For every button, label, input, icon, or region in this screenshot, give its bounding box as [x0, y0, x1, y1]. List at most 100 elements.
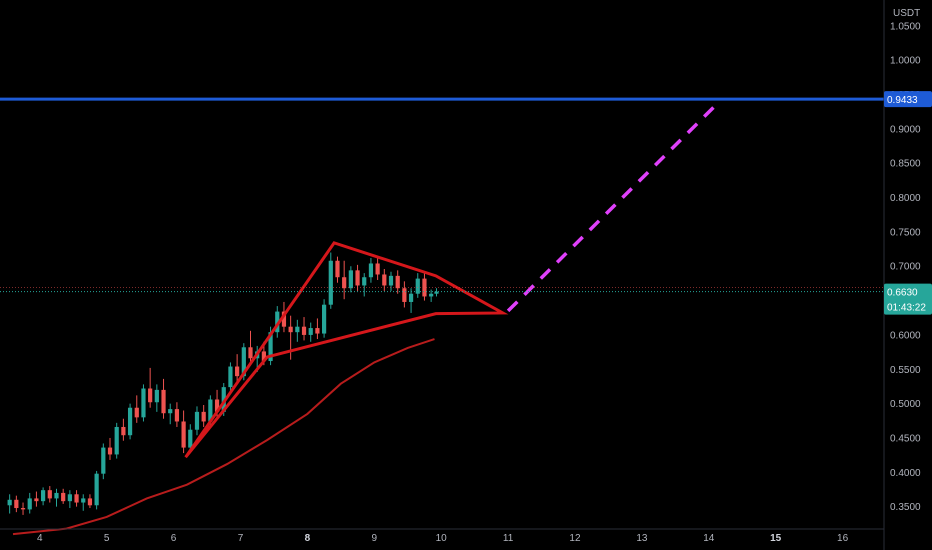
candle-body	[174, 409, 180, 422]
target-price-label: 0.9433	[887, 95, 918, 106]
candle-body	[308, 328, 313, 335]
candle-body	[375, 263, 380, 275]
x-tick-label: 15	[770, 533, 782, 544]
candle-body	[321, 304, 327, 334]
candle-body	[328, 260, 333, 305]
candle-body	[402, 288, 407, 302]
candle-body	[362, 277, 367, 286]
y-tick-label: 0.4000	[890, 468, 921, 479]
candle-body	[342, 277, 347, 289]
y-tick-label: 0.9000	[890, 124, 921, 135]
x-tick-label: 9	[371, 533, 377, 544]
candle-body	[268, 332, 273, 362]
candle-body	[81, 498, 86, 503]
price-badges: 0.9433 0.6630 01:43:22	[884, 91, 932, 315]
candle-body	[107, 447, 113, 455]
candle-body	[94, 473, 99, 506]
projection-line[interactable]	[506, 104, 717, 313]
candle-body	[101, 447, 106, 474]
x-tick-label: 8	[305, 533, 311, 544]
y-tick-label: 0.4500	[890, 433, 921, 444]
current-price-badge	[884, 283, 932, 315]
candle-body	[54, 492, 59, 499]
candle-body	[7, 499, 12, 506]
candle-body	[87, 498, 93, 506]
candle-body	[275, 311, 280, 333]
time-axis[interactable]: 4 5 6 7 8 9 10 11 12 13 14 15 16	[37, 533, 849, 544]
candle-body	[114, 426, 119, 455]
candle-body	[214, 399, 220, 412]
candle-body	[248, 347, 253, 359]
y-tick-label: 1.0000	[890, 56, 921, 67]
y-tick-label: 0.6000	[890, 330, 921, 341]
y-tick-label: 0.8000	[890, 193, 921, 204]
x-tick-label: 7	[238, 533, 244, 544]
y-tick-label: 0.7000	[890, 262, 921, 273]
candle-body	[235, 366, 240, 377]
candle-body	[228, 366, 233, 388]
x-tick-label: 6	[171, 533, 177, 544]
candle-body	[395, 275, 400, 289]
candle-body	[434, 291, 439, 294]
candle-body	[27, 498, 32, 510]
candle-body	[168, 409, 173, 414]
candle-body	[61, 492, 66, 502]
candle-body	[288, 326, 293, 333]
candle-body	[194, 411, 200, 430]
y-tick-label: 0.3500	[890, 502, 921, 513]
candle-body	[127, 407, 133, 436]
candle-body	[382, 274, 387, 286]
candle-body	[161, 389, 166, 414]
candle-body	[408, 293, 414, 302]
currency-label: USDT	[893, 8, 920, 19]
candle-body	[281, 311, 287, 327]
candle-body	[141, 388, 146, 418]
candle-body	[154, 389, 159, 403]
candle-body	[41, 490, 46, 502]
x-tick-label: 4	[37, 533, 43, 544]
candle-body	[134, 407, 139, 418]
y-tick-label: 0.5000	[890, 399, 921, 410]
candle-body	[388, 275, 394, 286]
candle-body	[121, 426, 126, 436]
target-price-badge	[884, 91, 932, 108]
candle-body	[74, 494, 79, 503]
x-tick-label: 16	[837, 533, 849, 544]
candle-countdown: 01:43:22	[887, 303, 926, 314]
triangle-pattern[interactable]	[184, 241, 509, 459]
candle-body	[429, 293, 434, 297]
y-tick-label: 1.0500	[890, 21, 921, 32]
candle-body	[368, 263, 374, 278]
candle-body	[301, 326, 307, 335]
candle-body	[148, 388, 153, 403]
candle-body	[315, 328, 320, 334]
x-tick-label: 5	[104, 533, 110, 544]
candle-body	[181, 421, 186, 448]
candle-body	[241, 347, 246, 377]
candle-body	[34, 498, 39, 502]
candle-body	[201, 411, 206, 422]
x-tick-label: 14	[703, 533, 715, 544]
price-pane[interactable]	[0, 97, 884, 536]
x-tick-label: 12	[569, 533, 581, 544]
candle-body	[47, 490, 52, 499]
candle-body	[422, 278, 427, 297]
current-price-label: 0.6630	[887, 288, 918, 299]
y-tick-label: 0.7500	[890, 227, 921, 238]
candle-body	[348, 270, 353, 289]
x-tick-label: 13	[636, 533, 648, 544]
candle-body	[295, 326, 300, 333]
candle-body	[335, 260, 340, 278]
candle-body	[20, 508, 26, 510]
candle-body	[67, 494, 72, 502]
candle-body	[221, 387, 226, 412]
candle-body	[261, 351, 266, 362]
candle-body	[188, 429, 193, 448]
x-tick-label: 11	[503, 533, 514, 544]
candle-body	[14, 499, 19, 509]
candle-body	[208, 399, 213, 422]
y-tick-label: 0.5500	[890, 365, 921, 376]
candle-body	[415, 278, 420, 294]
